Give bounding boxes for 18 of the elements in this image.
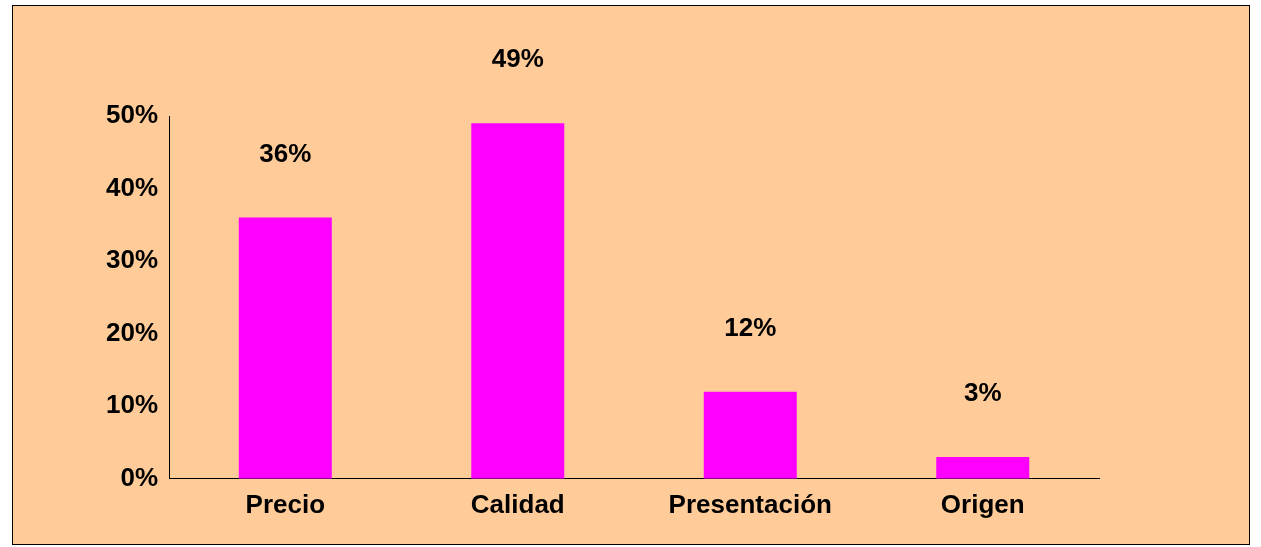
x-tick-label: Origen — [940, 488, 1025, 519]
data-label: 3% — [963, 377, 1002, 408]
bar — [936, 457, 1030, 479]
bar — [703, 391, 797, 479]
bar — [238, 217, 332, 479]
y-tick-label: 30% — [105, 244, 159, 275]
x-tick-label: Calidad — [470, 488, 565, 519]
data-label: 36% — [259, 137, 312, 168]
y-tick-label: 40% — [105, 171, 159, 202]
y-tick-label: 20% — [105, 316, 159, 347]
data-label: 12% — [724, 311, 777, 342]
y-tick-label: 0% — [120, 461, 159, 492]
x-tick-label: Presentación — [668, 488, 832, 519]
y-tick-label: 50% — [105, 99, 159, 130]
bar — [471, 123, 565, 479]
data-label: 49% — [491, 43, 544, 74]
y-tick-label: 10% — [105, 389, 159, 420]
x-tick-label: Precio — [245, 488, 326, 519]
